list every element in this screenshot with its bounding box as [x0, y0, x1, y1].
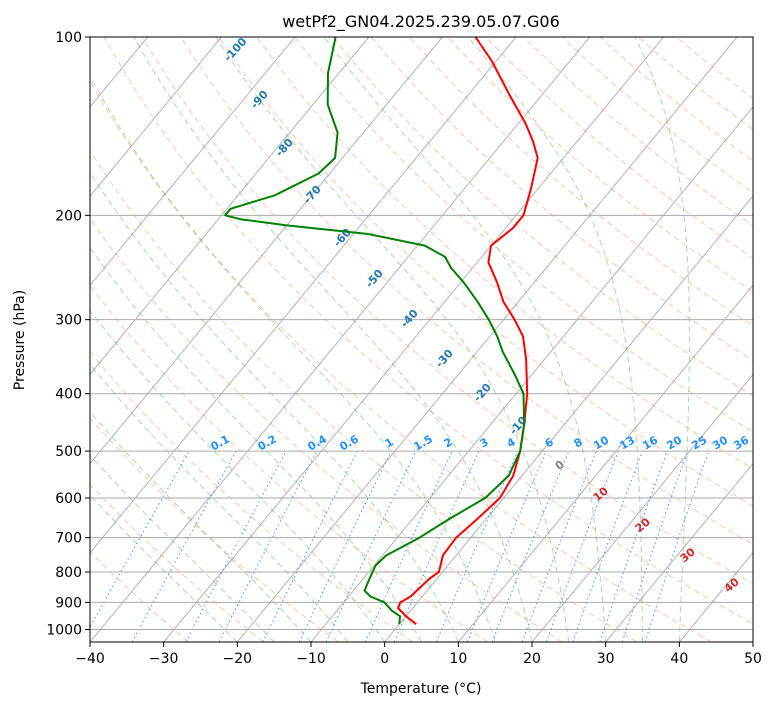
- moist-adiabat-line: [468, 37, 642, 642]
- isotherm-line: [0, 37, 221, 642]
- isotherm-line: [0, 37, 442, 642]
- mixing-ratio-line: [82, 451, 189, 642]
- dry-adiabat-line: [562, 37, 775, 642]
- mixing-ratio-line: [468, 451, 547, 642]
- gray-contour-label: 0: [553, 458, 567, 473]
- grid-lines: [0, 37, 775, 642]
- mixing-ratio-label: 30: [710, 433, 730, 452]
- altitude-label: -10: [507, 414, 530, 438]
- x-tick-label: 30: [597, 651, 615, 667]
- moist-adiabat-line: [0, 37, 311, 642]
- x-tick-label: −30: [149, 651, 179, 667]
- x-tick-label: −10: [296, 651, 326, 667]
- mixing-ratio-line: [263, 451, 358, 642]
- altitude-label: -40: [398, 307, 421, 331]
- x-axis-label: Temperature (°C): [360, 681, 482, 697]
- dry-adiabat-line: [0, 37, 189, 642]
- mixing-ratio-line: [573, 451, 643, 642]
- y-tick-label: 1000: [46, 622, 82, 638]
- x-tick-label: 20: [523, 651, 541, 667]
- dry-adiabat-line: [257, 37, 775, 642]
- red-contour-label: 20: [633, 515, 653, 535]
- y-axis-label: Pressure (hPa): [12, 290, 28, 390]
- y-tick-label: 600: [55, 491, 82, 507]
- y-tick-label: 200: [55, 208, 82, 224]
- moist-adiabat-line: [0, 37, 421, 642]
- plot-frame: [90, 37, 753, 642]
- mixing-ratio-label: 13: [617, 434, 637, 453]
- isotherm-line: [0, 37, 369, 642]
- dry-adiabat-line: [0, 37, 338, 642]
- y-tick-label: 700: [55, 531, 82, 547]
- mixing-ratio-label: 0.6: [338, 432, 362, 453]
- dry-adiabat-line: [0, 37, 413, 642]
- x-tick-label: −20: [223, 651, 253, 667]
- moist-adiabat-line: [0, 37, 348, 642]
- y-tick-label: 500: [55, 444, 82, 460]
- moist-adiabat-line: [70, 37, 495, 642]
- mixing-ratio-line: [186, 451, 286, 642]
- data-series: [225, 37, 538, 624]
- mixing-ratio-line: [299, 451, 391, 642]
- mixing-ratio-line: [622, 451, 687, 642]
- isotherm-line: [90, 37, 590, 642]
- mixing-ratio-label: 36: [731, 433, 751, 452]
- chart-title: wetPf2_GN04.2025.239.05.07.G06: [282, 12, 560, 32]
- mixing-ratio-label: 16: [640, 433, 660, 452]
- isotherm-line: [0, 37, 295, 642]
- mixing-ratio-line: [546, 451, 618, 642]
- moist-adiabat-line: [134, 37, 532, 642]
- x-tick-label: 50: [744, 651, 762, 667]
- moist-adiabat-line: [0, 37, 274, 642]
- x-tick-label: 40: [670, 651, 688, 667]
- mixing-ratio-label: 0.1: [209, 432, 232, 453]
- x-tick-label: 0: [380, 651, 389, 667]
- mixing-ratio-line: [600, 451, 667, 642]
- altitude-label: -90: [248, 88, 271, 112]
- mixing-ratio-line: [645, 451, 708, 642]
- moist-adiabat-line: [324, 37, 606, 642]
- red-contour-label: 30: [678, 545, 698, 565]
- y-tick-label: 800: [55, 565, 82, 581]
- mixing-ratio-label: 1: [383, 435, 396, 450]
- mixing-ratio-line: [394, 451, 479, 642]
- altitude-label: -100: [221, 35, 249, 64]
- y-tick-label: 400: [55, 387, 82, 403]
- y-tick-label: 900: [55, 595, 82, 611]
- dry-adiabat-line: [371, 37, 775, 642]
- dewpoint-profile-line: [225, 37, 524, 624]
- altitude-label: -50: [363, 267, 386, 291]
- dry-adiabat-line: [66, 37, 712, 642]
- y-tick-label: 300: [55, 313, 82, 329]
- mixing-ratio-line: [219, 451, 317, 642]
- isotherm-line: [385, 37, 775, 642]
- altitude-label: -60: [331, 226, 354, 250]
- reference-lines: [0, 37, 775, 642]
- red-contour-label: 40: [722, 575, 742, 595]
- altitude-label: -80: [273, 136, 296, 160]
- isotherm-line: [753, 37, 775, 642]
- mixing-ratio-label: 1.5: [412, 432, 435, 453]
- dry-adiabat-line: [638, 37, 775, 642]
- altitude-label: -70: [301, 183, 324, 207]
- isotherm-line: [532, 37, 775, 642]
- isotherm-line: [237, 37, 737, 642]
- dry-adiabat-line: [0, 37, 488, 642]
- x-tick-label: −40: [75, 651, 105, 667]
- x-tick-label: 10: [449, 651, 467, 667]
- mixing-ratio-label: 3: [478, 435, 491, 450]
- mixing-ratio-label: 25: [689, 434, 709, 453]
- mixing-ratio-label: 0.2: [256, 432, 279, 453]
- y-tick-label: 100: [55, 30, 82, 46]
- mixing-ratio-label: 8: [572, 435, 585, 450]
- mixing-ratio-label: 10: [591, 433, 611, 452]
- isotherm-line: [311, 37, 775, 642]
- altitude-label: -30: [433, 347, 456, 371]
- red-contour-label: 10: [591, 484, 611, 504]
- dry-adiabat-line: [448, 37, 775, 642]
- mixing-ratio-label: 20: [664, 433, 684, 452]
